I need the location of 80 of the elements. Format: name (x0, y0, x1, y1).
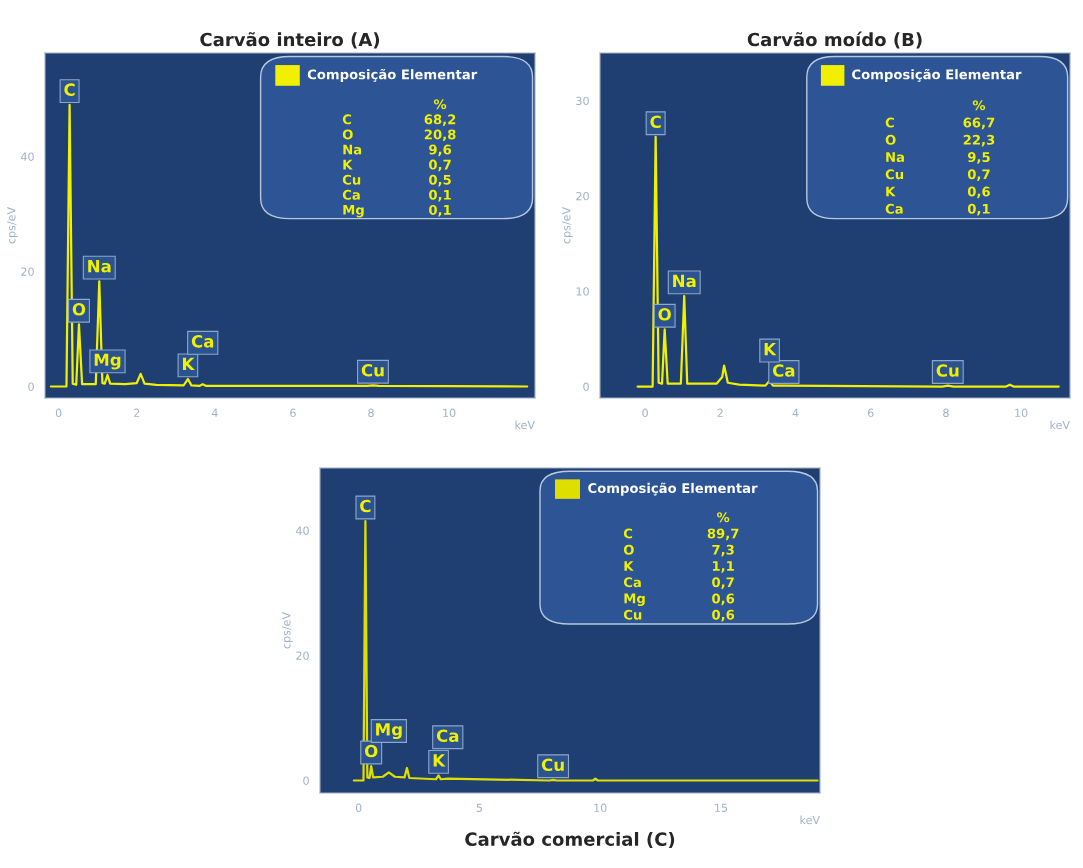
y-tick-label: 40 (20, 152, 34, 161)
annotation: Cu (361, 363, 384, 377)
y-tick-label: 30 (576, 96, 589, 106)
legend-label: Composição Elementar (307, 68, 478, 82)
text: Ca 0,1 (885, 203, 990, 216)
y-tick-label: 40 (295, 526, 309, 535)
annotation: C (64, 83, 75, 96)
x-tick-label: 4 (792, 408, 799, 417)
annotation: O (364, 744, 378, 758)
annotation: % (433, 99, 447, 110)
x-tick-label: 2 (717, 408, 723, 417)
x-tick-label: 6 (867, 408, 874, 418)
text: Mg 0,1 (343, 204, 451, 218)
annotation: Ca (191, 335, 214, 348)
x-tick-label: 0 (355, 803, 362, 813)
y-tick-label: 20 (296, 651, 309, 660)
x-tick-label: 2 (134, 408, 140, 417)
text: C 89,7 (623, 528, 739, 541)
x-tick-label: 5 (476, 803, 482, 813)
y-tick-label: 20 (21, 267, 34, 276)
y-tick-label: 0 (583, 382, 589, 391)
x-axis-title: keV (515, 420, 535, 430)
annotation: Mg (94, 353, 121, 370)
text: O 22,3 (885, 134, 995, 147)
text: Cu 0,6 (623, 609, 735, 622)
text: K 0,7 (343, 159, 451, 172)
text: Carvão comercial (C) (465, 831, 675, 849)
x-tick-label: 0 (642, 408, 648, 418)
x-tick-label: 15 (715, 803, 728, 813)
annotation: Na (673, 274, 696, 288)
x-tick-label: 8 (368, 408, 374, 418)
text: O 7,3 (623, 544, 734, 557)
chart-title: Carvão inteiro (A) (200, 32, 380, 49)
annotation: Ca (436, 729, 459, 743)
y-tick-label: 0 (28, 382, 34, 391)
annotation: K (433, 754, 446, 767)
x-tick-label: 6 (290, 408, 296, 418)
text: Cu 0,5 (342, 174, 451, 187)
y-axis-title: cps/eV (562, 207, 573, 244)
annotation: C (360, 499, 371, 513)
annotation: K (764, 343, 777, 356)
text: Na 9,5 (886, 152, 990, 164)
y-tick-label: 0 (303, 776, 309, 785)
x-tick-label: 10 (443, 408, 456, 418)
annotation: % (716, 512, 730, 523)
x-axis-title: keV (800, 815, 820, 825)
annotation: O (658, 307, 671, 321)
text: K 1,1 (624, 561, 734, 573)
text: C 68,2 (342, 114, 456, 127)
legend-label: Composição Elementar (852, 68, 1022, 82)
annotation: Cu (541, 758, 564, 772)
text: Mg 0,6 (624, 593, 735, 607)
annotation: Ca (772, 364, 795, 377)
y-tick-label: 10 (576, 287, 589, 296)
annotation: % (972, 100, 986, 111)
y-axis-title: cps/eV (282, 612, 293, 649)
annotation: Cu (936, 364, 959, 377)
x-tick-label: 0 (55, 408, 62, 418)
x-axis-title: keV (1050, 420, 1070, 430)
chart-title: Carvão moído (B) (747, 31, 922, 49)
annotation: Mg (376, 723, 402, 740)
y-axis-title: cps/eV (7, 207, 18, 244)
text: Cu 0,7 (885, 169, 990, 181)
text: Ca 0,7 (623, 577, 734, 589)
line-series (636, 135, 1060, 388)
text: K 0,6 (886, 186, 990, 199)
annotation: C (650, 115, 661, 129)
x-tick-label: 10 (1015, 408, 1028, 418)
annotation: K (182, 357, 195, 370)
x-tick-label: 10 (594, 803, 607, 813)
text: Ca 0,1 (342, 189, 451, 202)
legend-label: Composição Elementar (588, 482, 758, 496)
x-tick-label: 4 (211, 408, 218, 417)
text: C 66,7 (885, 117, 995, 130)
text: Na 9,6 (343, 144, 452, 157)
y-tick-label: 20 (576, 191, 589, 201)
annotation: Na (88, 260, 111, 273)
text: O 20,8 (342, 129, 456, 142)
x-tick-label: 8 (943, 408, 949, 418)
annotation: O (72, 303, 86, 316)
